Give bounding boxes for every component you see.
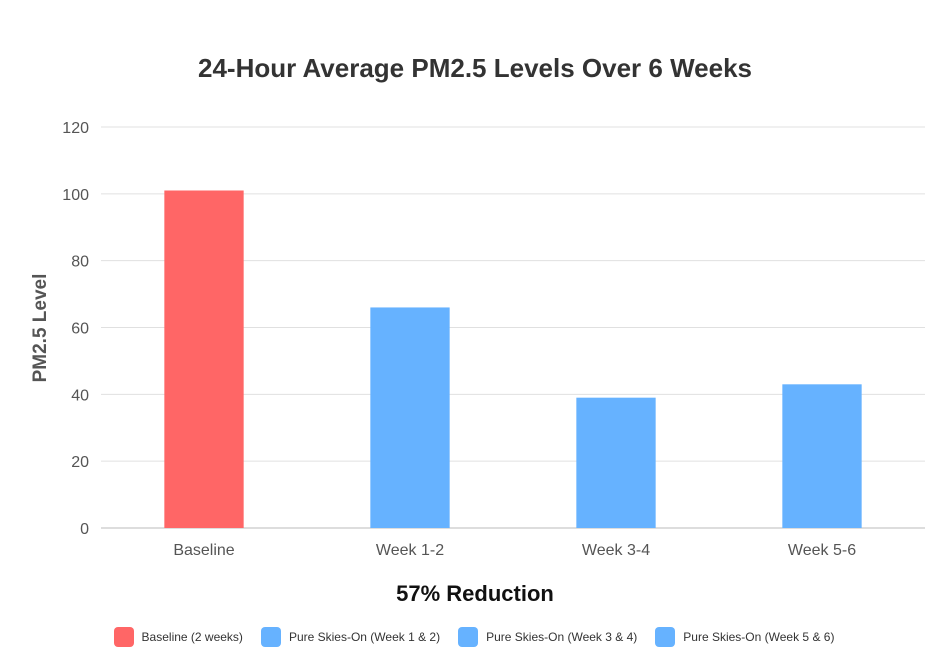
legend-item[interactable]: Pure Skies-On (Week 3 & 4) xyxy=(458,627,637,647)
chart-legend: Baseline (2 weeks) Pure Skies-On (Week 1 … xyxy=(0,622,948,652)
y-tick-label: 100 xyxy=(62,187,89,204)
bars xyxy=(164,190,862,528)
y-tick-label: 60 xyxy=(71,321,89,338)
bar-baseline xyxy=(164,190,244,528)
bar-week-1-2 xyxy=(370,307,450,528)
x-tick-label: Week 3-4 xyxy=(582,542,650,559)
x-axis-ticks: Baseline Week 1-2 Week 3-4 Week 5-6 xyxy=(173,542,856,559)
bar-week-3-4 xyxy=(576,397,656,528)
x-tick-label: Baseline xyxy=(173,542,234,559)
legend-item[interactable]: Pure Skies-On (Week 1 & 2) xyxy=(260,627,441,647)
legend-label: Pure Skies-On (Week 3 & 4) xyxy=(486,630,638,644)
bar-week-5-6 xyxy=(782,384,862,528)
legend-item[interactable]: Baseline (2 weeks) xyxy=(113,627,243,647)
y-tick-label: 120 xyxy=(62,120,89,137)
legend-swatch xyxy=(260,627,281,647)
chart-title: 24-Hour Average PM2.5 Levels Over 6 Week… xyxy=(198,53,752,83)
y-tick-label: 20 xyxy=(71,454,89,471)
x-tick-label: Week 1-2 xyxy=(376,542,444,559)
legend-label: Pure Skies-On (Week 5 & 6) xyxy=(683,630,835,644)
y-tick-label: 80 xyxy=(71,254,89,271)
legend-swatch xyxy=(655,627,676,647)
bar-chart: 24-Hour Average PM2.5 Levels Over 6 Week… xyxy=(30,53,925,606)
legend-label: Baseline (2 weeks) xyxy=(141,630,243,644)
y-axis-label: PM2.5 Level xyxy=(30,274,51,383)
x-tick-label: Week 5-6 xyxy=(788,542,856,559)
y-tick-label: 40 xyxy=(71,387,89,404)
y-tick-label: 0 xyxy=(80,521,89,538)
legend-item[interactable]: Pure Skies-On (Week 5 & 6) xyxy=(655,627,834,647)
y-axis-ticks: 0 20 40 60 80 100 120 xyxy=(62,120,89,538)
legend-swatch xyxy=(458,627,479,647)
x-axis-label: 57% Reduction xyxy=(396,581,554,606)
legend-swatch xyxy=(113,627,134,647)
legend-label: Pure Skies-On (Week 1 & 2) xyxy=(288,630,441,644)
